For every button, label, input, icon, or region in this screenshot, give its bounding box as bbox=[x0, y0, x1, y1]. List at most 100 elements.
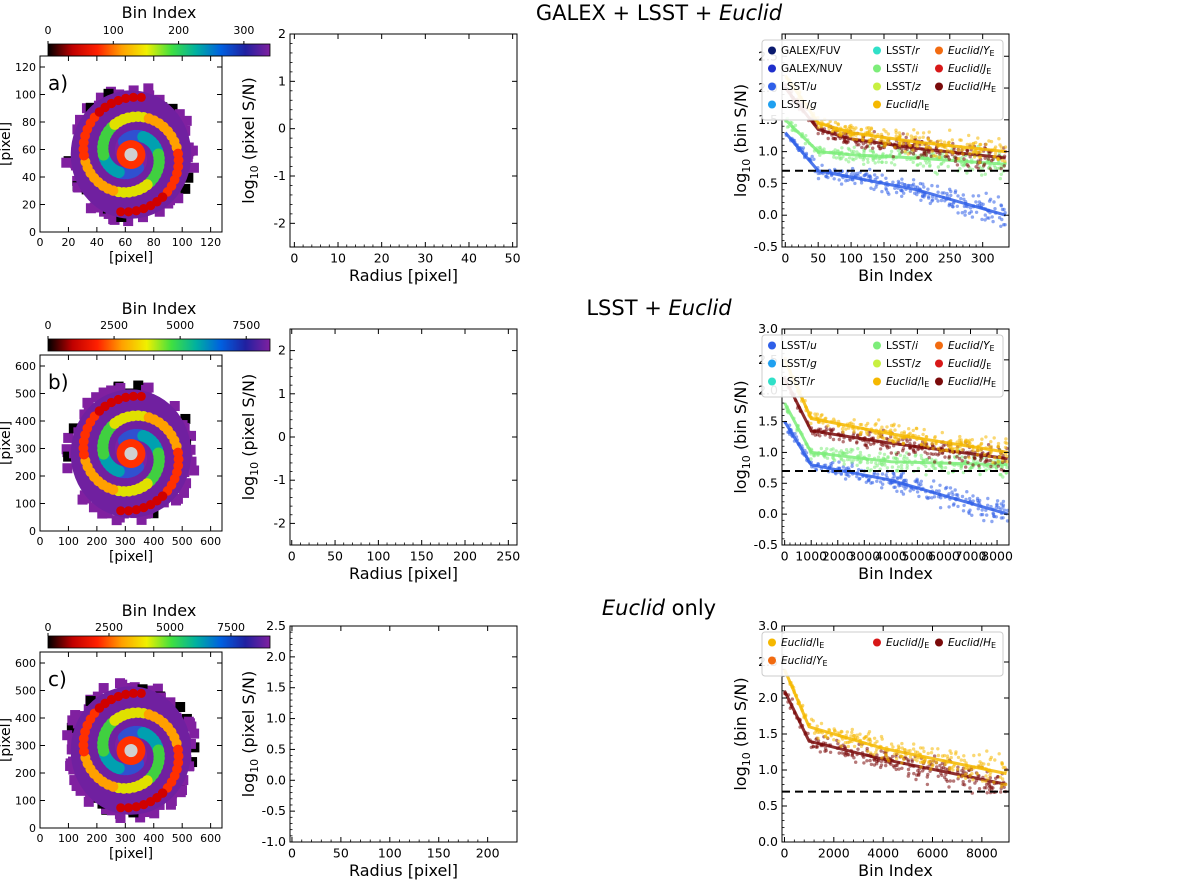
data-point bbox=[337, 113, 340, 116]
data-point bbox=[362, 95, 365, 98]
data-point bbox=[346, 116, 349, 119]
data-point bbox=[472, 152, 475, 155]
data-point bbox=[367, 457, 370, 460]
data-point bbox=[302, 397, 305, 400]
data-point bbox=[492, 134, 495, 137]
data-point bbox=[398, 143, 401, 146]
data-point bbox=[495, 449, 498, 452]
data-point bbox=[314, 84, 317, 87]
data-point bbox=[307, 69, 310, 72]
data-point bbox=[495, 163, 498, 166]
data-point bbox=[374, 88, 377, 91]
data-point bbox=[414, 88, 417, 91]
data-point bbox=[324, 87, 327, 90]
data-point bbox=[471, 466, 474, 469]
data-point bbox=[438, 141, 441, 144]
data-point bbox=[414, 147, 417, 150]
data-point bbox=[322, 59, 325, 62]
data-point bbox=[322, 65, 325, 68]
data-point bbox=[424, 113, 427, 116]
data-point bbox=[365, 135, 368, 138]
data-point bbox=[929, 202, 932, 205]
data-point bbox=[463, 116, 466, 119]
data-point bbox=[307, 64, 310, 67]
data-point bbox=[357, 93, 360, 96]
data-point bbox=[355, 422, 358, 425]
data-point bbox=[333, 110, 336, 113]
data-point bbox=[325, 87, 328, 90]
data-point bbox=[426, 135, 429, 138]
data-point bbox=[355, 79, 358, 82]
data-point bbox=[309, 59, 312, 62]
data-point bbox=[956, 205, 959, 208]
data-point bbox=[504, 133, 507, 136]
data-point bbox=[496, 128, 499, 131]
data-point bbox=[422, 472, 425, 475]
data-point bbox=[362, 81, 365, 84]
data-point bbox=[312, 426, 315, 429]
data-point bbox=[504, 128, 507, 131]
data-point bbox=[388, 110, 391, 113]
data-point bbox=[469, 474, 472, 477]
data-point bbox=[422, 88, 425, 91]
data-point bbox=[399, 436, 402, 439]
data-point bbox=[445, 106, 448, 109]
data-point bbox=[370, 102, 373, 105]
data-point bbox=[405, 92, 408, 95]
data-point bbox=[450, 99, 453, 102]
data-point bbox=[359, 113, 362, 116]
data-point bbox=[443, 91, 446, 94]
data-point bbox=[340, 75, 343, 78]
data-point bbox=[384, 86, 387, 89]
data-point bbox=[385, 421, 388, 424]
data-point bbox=[481, 481, 484, 484]
data-point bbox=[424, 447, 427, 450]
data-point bbox=[372, 457, 375, 460]
data-point bbox=[411, 471, 414, 474]
data-point bbox=[394, 112, 397, 115]
data-point bbox=[426, 100, 429, 103]
data-point bbox=[401, 149, 404, 152]
data-point bbox=[342, 415, 345, 418]
data-point bbox=[399, 82, 402, 85]
data-point bbox=[504, 488, 507, 491]
data-point bbox=[476, 434, 479, 437]
data-point bbox=[470, 137, 473, 140]
data-point bbox=[353, 449, 356, 452]
data-point bbox=[488, 141, 491, 144]
data-point bbox=[414, 99, 417, 102]
data-point bbox=[478, 151, 481, 154]
data-point bbox=[997, 195, 1000, 198]
data-point bbox=[922, 131, 925, 134]
data-point bbox=[397, 81, 400, 84]
data-point bbox=[333, 440, 336, 443]
data-point bbox=[489, 446, 492, 449]
data-point bbox=[354, 69, 357, 72]
data-point bbox=[348, 445, 351, 448]
data-point bbox=[490, 138, 493, 141]
data-point bbox=[324, 440, 327, 443]
series-trend-line bbox=[292, 381, 513, 489]
data-point bbox=[408, 117, 411, 120]
data-point bbox=[352, 398, 355, 401]
data-point bbox=[369, 89, 372, 92]
data-point bbox=[500, 463, 503, 466]
data-point bbox=[363, 98, 366, 101]
data-point bbox=[427, 478, 430, 481]
data-point bbox=[317, 387, 320, 390]
y-tick-label: 200 bbox=[15, 470, 36, 483]
data-point bbox=[296, 362, 299, 365]
data-point bbox=[381, 90, 384, 93]
data-point bbox=[394, 459, 397, 462]
data-point bbox=[407, 147, 410, 150]
data-point bbox=[388, 142, 391, 145]
data-point bbox=[395, 128, 398, 131]
data-point bbox=[346, 77, 349, 80]
data-point bbox=[481, 153, 484, 156]
data-point bbox=[326, 412, 329, 415]
data-point bbox=[494, 451, 497, 454]
data-point bbox=[398, 468, 401, 471]
data-point bbox=[376, 421, 379, 424]
data-point bbox=[903, 150, 906, 153]
